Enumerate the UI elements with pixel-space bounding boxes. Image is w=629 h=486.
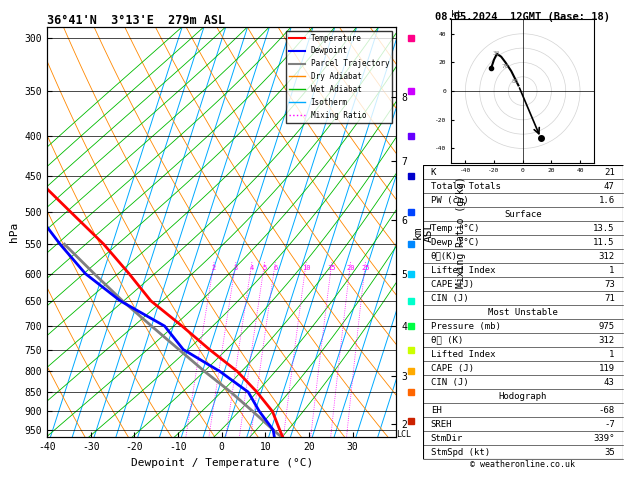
Text: StmSpd (kt): StmSpd (kt) (431, 448, 490, 457)
Text: 15: 15 (328, 265, 336, 271)
Text: 30: 30 (493, 52, 500, 56)
Text: 21: 21 (604, 168, 615, 177)
Text: 85: 85 (511, 79, 519, 84)
Text: Mixing Ratio (g/kg): Mixing Ratio (g/kg) (455, 176, 465, 288)
Y-axis label: hPa: hPa (9, 222, 19, 242)
Text: 10: 10 (302, 265, 311, 271)
Text: Hodograph: Hodograph (499, 392, 547, 401)
Text: 43: 43 (604, 378, 615, 387)
Text: 08.05.2024  12GMT (Base: 18): 08.05.2024 12GMT (Base: 18) (435, 12, 610, 22)
Text: K: K (431, 168, 436, 177)
Text: kt: kt (451, 10, 462, 19)
Text: 119: 119 (599, 364, 615, 373)
Text: -68: -68 (599, 406, 615, 415)
Text: EH: EH (431, 406, 442, 415)
Text: Dewp (°C): Dewp (°C) (431, 238, 479, 247)
Text: 975: 975 (599, 322, 615, 331)
Text: 70: 70 (501, 64, 509, 69)
Text: 312: 312 (599, 252, 615, 261)
Text: Pressure (mb): Pressure (mb) (431, 322, 501, 331)
Text: 13.5: 13.5 (593, 224, 615, 233)
Text: Lifted Index: Lifted Index (431, 350, 495, 359)
Y-axis label: km
ASL: km ASL (413, 222, 434, 242)
Text: 35: 35 (604, 448, 615, 457)
Legend: Temperature, Dewpoint, Parcel Trajectory, Dry Adiabat, Wet Adiabat, Isotherm, Mi: Temperature, Dewpoint, Parcel Trajectory… (286, 31, 392, 122)
Text: StmDir: StmDir (431, 434, 463, 443)
Text: 312: 312 (599, 336, 615, 345)
Text: Totals Totals: Totals Totals (431, 182, 501, 191)
Text: θᴄ (K): θᴄ (K) (431, 336, 463, 345)
Text: 73: 73 (604, 280, 615, 289)
Text: 1.6: 1.6 (599, 196, 615, 205)
Text: CIN (J): CIN (J) (431, 294, 469, 303)
Text: CAPE (J): CAPE (J) (431, 280, 474, 289)
Text: PW (cm): PW (cm) (431, 196, 469, 205)
Text: CAPE (J): CAPE (J) (431, 364, 474, 373)
Text: LCL: LCL (396, 430, 411, 438)
Text: SREH: SREH (431, 420, 452, 429)
Text: 11.5: 11.5 (593, 238, 615, 247)
Text: 71: 71 (604, 294, 615, 303)
Text: 36°41'N  3°13'E  279m ASL: 36°41'N 3°13'E 279m ASL (47, 14, 225, 27)
Text: 5: 5 (262, 265, 267, 271)
Text: 25: 25 (361, 265, 370, 271)
Text: Most Unstable: Most Unstable (487, 308, 558, 317)
Text: 6: 6 (273, 265, 277, 271)
Text: 3: 3 (234, 265, 238, 271)
Text: 4: 4 (250, 265, 254, 271)
Text: -7: -7 (604, 420, 615, 429)
Text: © weatheronline.co.uk: © weatheronline.co.uk (470, 460, 575, 469)
X-axis label: Dewpoint / Temperature (°C): Dewpoint / Temperature (°C) (131, 458, 313, 468)
Text: 1: 1 (610, 266, 615, 275)
Text: 1: 1 (610, 350, 615, 359)
Text: CIN (J): CIN (J) (431, 378, 469, 387)
Text: Lifted Index: Lifted Index (431, 266, 495, 275)
Text: 47: 47 (604, 182, 615, 191)
Text: 339°: 339° (593, 434, 615, 443)
Text: 2: 2 (212, 265, 216, 271)
Text: Surface: Surface (504, 210, 542, 219)
Text: θᴄ(K): θᴄ(K) (431, 252, 457, 261)
Text: Temp (°C): Temp (°C) (431, 224, 479, 233)
Text: 20: 20 (347, 265, 355, 271)
